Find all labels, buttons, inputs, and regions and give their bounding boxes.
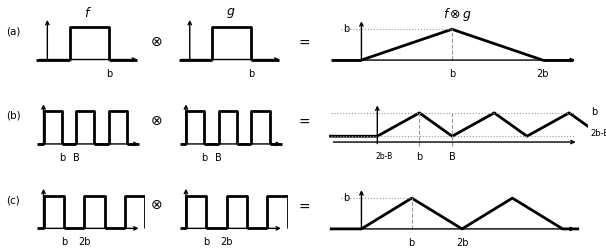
Text: $g$: $g$ xyxy=(225,6,235,20)
Text: b: b xyxy=(343,24,350,34)
Text: b: b xyxy=(591,107,597,117)
Text: b: b xyxy=(248,69,255,79)
Text: b: b xyxy=(106,69,112,79)
Text: 2b: 2b xyxy=(456,238,468,247)
Text: 2b: 2b xyxy=(78,237,90,247)
Text: $\otimes$: $\otimes$ xyxy=(150,114,162,128)
Text: 2b: 2b xyxy=(221,237,233,247)
Text: (a): (a) xyxy=(6,26,21,37)
Text: B: B xyxy=(73,153,79,163)
Text: b: b xyxy=(343,193,350,203)
Text: b: b xyxy=(408,238,415,247)
Text: $\otimes$: $\otimes$ xyxy=(150,198,162,212)
Text: b: b xyxy=(449,69,455,79)
Text: (b): (b) xyxy=(6,111,21,121)
Text: 2b: 2b xyxy=(536,69,549,79)
Text: b: b xyxy=(59,153,65,163)
Text: B: B xyxy=(215,153,222,163)
Text: $=$: $=$ xyxy=(296,198,310,212)
Text: $=$: $=$ xyxy=(296,114,310,128)
Text: (c): (c) xyxy=(6,195,20,205)
Text: $f$: $f$ xyxy=(84,6,92,20)
Text: $=$: $=$ xyxy=(296,35,310,49)
Text: 2b-B: 2b-B xyxy=(376,152,393,161)
Text: $\otimes$: $\otimes$ xyxy=(150,35,162,49)
Text: b: b xyxy=(416,152,422,162)
Text: 2b-B: 2b-B xyxy=(591,129,606,138)
Text: B: B xyxy=(449,152,456,162)
Text: b: b xyxy=(203,237,210,247)
Text: $f\otimes g$: $f\otimes g$ xyxy=(443,6,472,23)
Text: b: b xyxy=(201,153,207,163)
Text: b: b xyxy=(61,237,67,247)
